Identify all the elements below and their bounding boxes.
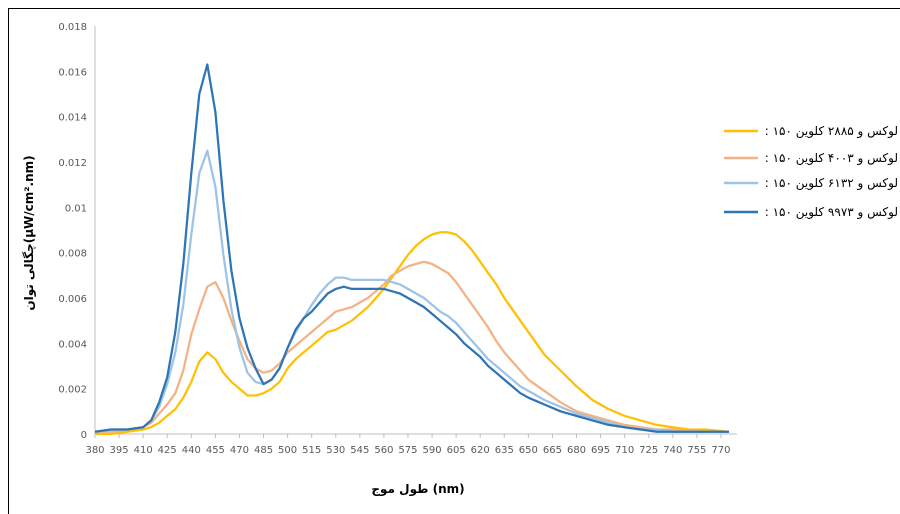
series-line-2 — [95, 260, 729, 433]
legend: : ۱۵۰ لوکس و ۲۸۸۵ کلوین : ۱۵۰ لوکس و ۴۰۰۳… — [724, 124, 898, 220]
series-lines — [94, 63, 730, 436]
x-tick-label: 575 — [398, 445, 417, 456]
x-tick-label: 755 — [687, 445, 706, 456]
x-tick-label: 440 — [182, 445, 201, 456]
y-tick-label: 0.008 — [58, 249, 87, 260]
y-tick-label: 0.006 — [58, 294, 87, 305]
series-line-1 — [95, 231, 730, 436]
x-tick-label: 500 — [278, 445, 297, 456]
y-tick-label: 0.012 — [58, 158, 87, 169]
x-tick-label: 665 — [543, 445, 562, 456]
x-tick-label: 770 — [711, 445, 730, 456]
x-tick-label: 710 — [615, 445, 634, 456]
chart-frame — [8, 8, 900, 514]
x-tick-label: 590 — [423, 445, 442, 456]
x-tick-label: 425 — [158, 445, 177, 456]
legend-label-1: : ۱۵۰ لوکس و ۲۸۸۵ کلوین — [765, 124, 898, 139]
y-tick-label: 0.014 — [58, 113, 87, 124]
x-tick-label: 560 — [374, 445, 393, 456]
x-tick-label: 485 — [254, 445, 273, 456]
x-tick-label: 395 — [110, 445, 129, 456]
legend-label-2: : ۱۵۰ لوکس و ۴۰۰۳ کلوین — [765, 151, 898, 166]
x-tick-label: 680 — [567, 445, 586, 456]
y-axis-title: چگالی توان(µW/cm².nm) — [22, 155, 37, 310]
legend-label-4: : ۱۵۰ لوکس و ۹۹۷۳ کلوین — [765, 205, 898, 220]
x-tick-label: 695 — [591, 445, 610, 456]
x-tick-label: 545 — [350, 445, 369, 456]
x-tick-label: 635 — [495, 445, 514, 456]
y-tick-label: 0.016 — [58, 67, 87, 78]
x-tick-label: 455 — [206, 445, 225, 456]
y-axis-ticks: 0 0.002 0.004 0.006 0.008 0.01 0.012 0.014 0.016… — [58, 22, 87, 441]
y-tick-label: 0.002 — [58, 385, 87, 396]
chart-axes — [94, 26, 737, 435]
x-tick-label: 410 — [134, 445, 153, 456]
x-tick-label: 605 — [447, 445, 466, 456]
x-tick-label: 380 — [85, 445, 104, 456]
x-axis-ticks: 380 395 410 425 440 455 470 485 500 515 530 545 560 5… — [85, 434, 730, 456]
y-tick-label: 0.01 — [65, 203, 87, 214]
series-line-4 — [94, 63, 729, 433]
x-tick-label: 470 — [230, 445, 249, 456]
y-tick-label: 0.018 — [58, 22, 87, 33]
x-tick-label: 530 — [326, 445, 345, 456]
x-tick-label: 740 — [663, 445, 682, 456]
series-line-3 — [94, 149, 729, 433]
x-tick-label: 725 — [639, 445, 658, 456]
y-tick-label: 0 — [81, 430, 87, 441]
legend-label-3: : ۱۵۰ لوکس و ۶۱۳۲ کلوین — [765, 176, 898, 191]
x-tick-label: 515 — [302, 445, 321, 456]
x-tick-label: 620 — [471, 445, 490, 456]
x-axis-title: طول موج (nm) — [371, 482, 464, 497]
x-tick-label: 650 — [519, 445, 538, 456]
y-tick-label: 0.004 — [58, 339, 87, 350]
